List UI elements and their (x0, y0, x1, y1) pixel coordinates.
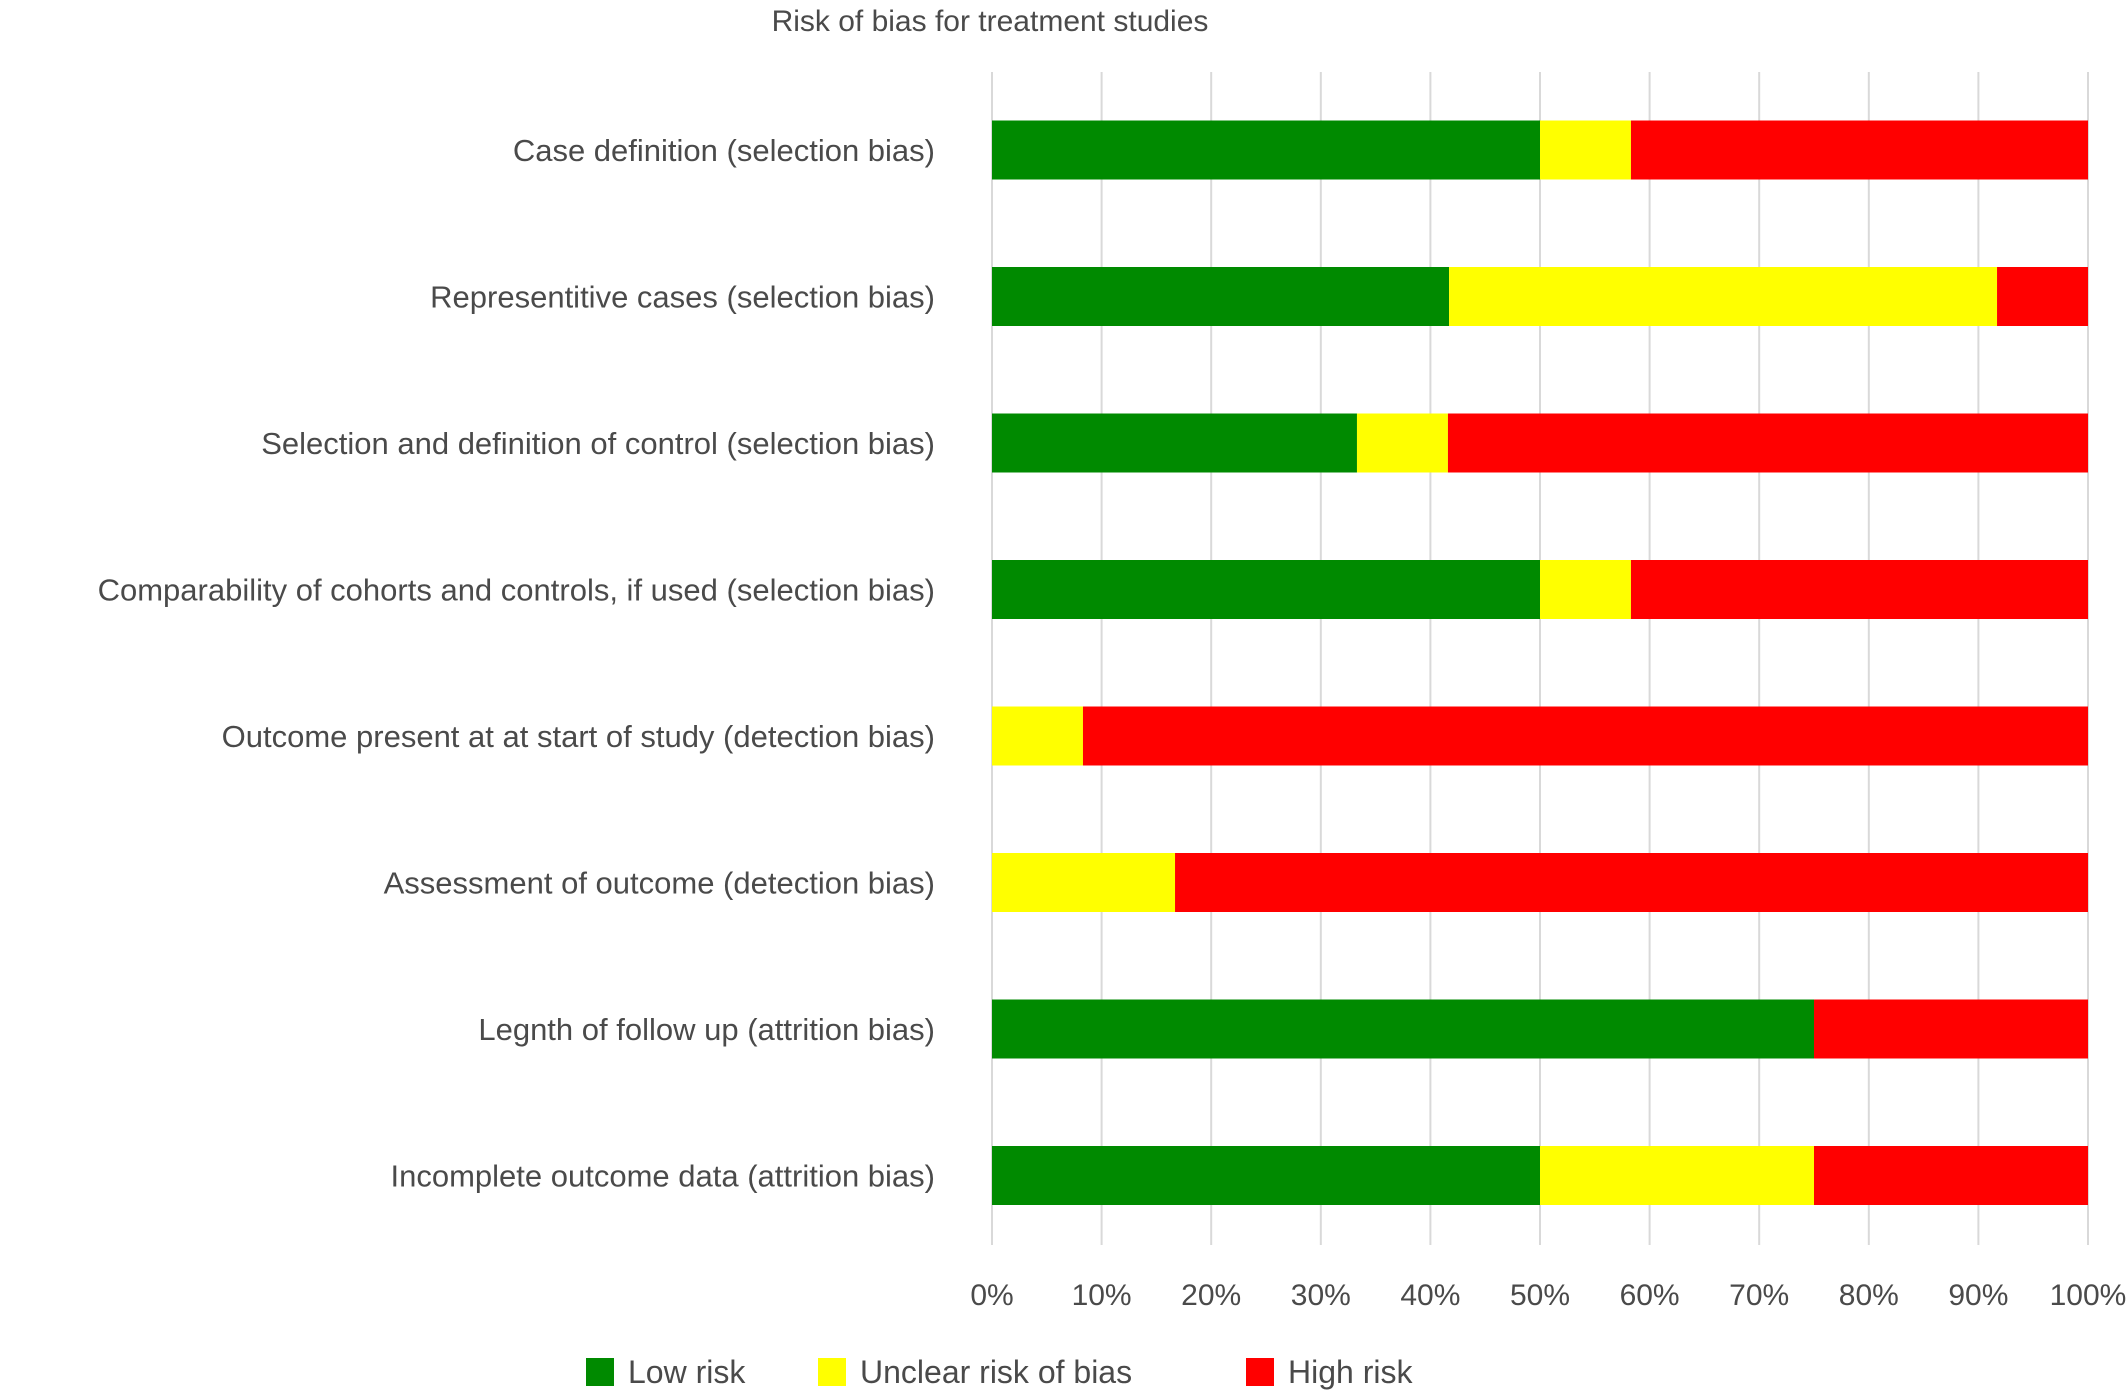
bar-high-risk (1447, 413, 2088, 473)
category-label: Case definition (selection bias) (513, 133, 935, 168)
category-label: Legnth of follow up (attrition bias) (478, 1012, 935, 1047)
bar-high-risk (1082, 706, 2088, 766)
x-tick-label: 40% (1400, 1279, 1460, 1312)
bar-high-risk (1630, 120, 2088, 180)
chart-title: Risk of bias for treatment studies (772, 5, 1209, 38)
category-label: Assessment of outcome (detection bias) (384, 866, 935, 901)
bar-high-risk (1814, 999, 2088, 1059)
x-tick-label: 30% (1291, 1279, 1351, 1312)
bars (992, 120, 2088, 1205)
bar-low-risk (992, 413, 1357, 473)
bar-low-risk (992, 1146, 1540, 1205)
category-label: Outcome present at at start of study (de… (222, 719, 935, 754)
x-tick-label: 0% (970, 1279, 1013, 1312)
x-tick-label: 50% (1510, 1279, 1570, 1312)
legend-label: Unclear risk of bias (860, 1354, 1132, 1390)
bar-low-risk (992, 560, 1540, 619)
category-label: Representitive cases (selection bias) (430, 280, 935, 315)
x-tick-label: 70% (1729, 1279, 1789, 1312)
bar-unclear-risk-of-bias (1356, 413, 1448, 473)
legend-swatch (586, 1358, 614, 1386)
x-tick-label: 90% (1948, 1279, 2008, 1312)
bar-low-risk (992, 267, 1450, 326)
x-tick-label: 10% (1072, 1279, 1132, 1312)
category-label: Comparability of cohorts and controls, i… (98, 573, 935, 608)
category-labels: Case definition (selection bias) Represen… (98, 133, 935, 1194)
bar-unclear-risk-of-bias (1540, 120, 1631, 180)
legend-swatch (1246, 1358, 1274, 1386)
x-tick-label: 100% (2050, 1279, 2127, 1312)
bar-unclear-risk-of-bias (1540, 1146, 1814, 1205)
x-tick-label: 80% (1839, 1279, 1899, 1312)
legend-label: High risk (1288, 1354, 1413, 1390)
bar-low-risk (992, 999, 1814, 1059)
bar-low-risk (992, 120, 1540, 180)
legend-label: Low risk (628, 1354, 746, 1390)
legend-swatch (818, 1358, 846, 1386)
legend: Low risk Unclear risk of bias High risk (586, 1354, 1413, 1390)
category-label: Incomplete outcome data (attrition bias) (391, 1159, 936, 1194)
bar-unclear-risk-of-bias (992, 706, 1083, 766)
category-label: Selection and definition of control (sel… (261, 426, 935, 461)
bar-high-risk (1175, 853, 2088, 912)
x-tick-label: 20% (1181, 1279, 1241, 1312)
bar-high-risk (1997, 267, 2088, 326)
grid-lines (991, 72, 2089, 1245)
bar-unclear-risk-of-bias (992, 853, 1176, 912)
x-tick-label: 60% (1620, 1279, 1680, 1312)
bar-high-risk (1814, 1146, 2088, 1205)
bar-unclear-risk-of-bias (1540, 560, 1631, 619)
x-axis-tick-labels: 0% 10% 20% 30% 40% 50% 60% 70% 80% 90% 100% (970, 1279, 2126, 1312)
bar-unclear-risk-of-bias (1449, 267, 1998, 326)
bar-high-risk (1630, 560, 2088, 619)
